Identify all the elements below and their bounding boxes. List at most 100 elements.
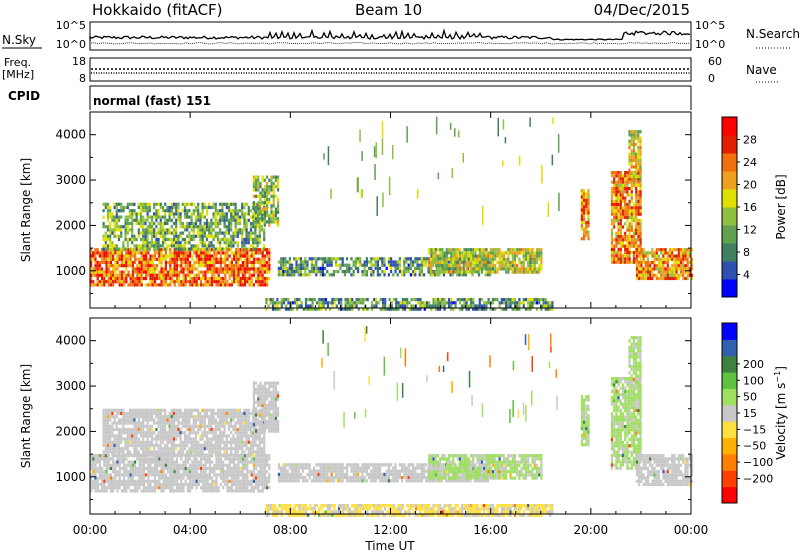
- data-cell: [644, 273, 647, 277]
- data-cell: [213, 280, 216, 284]
- data-cell: [195, 476, 198, 480]
- data-cell: [112, 276, 115, 281]
- data-cell: [120, 473, 123, 477]
- data-cell: [151, 273, 154, 277]
- data-cell: [259, 217, 262, 221]
- data-cell: [246, 473, 249, 477]
- data-cell: [206, 457, 209, 461]
- data-cell: [244, 276, 247, 281]
- data-cell: [144, 443, 147, 448]
- data-cell: [157, 212, 160, 216]
- data-cell: [274, 220, 277, 224]
- data-cell: [467, 251, 470, 255]
- data-cell: [414, 270, 417, 274]
- data-cell: [628, 203, 631, 207]
- data-cell: [124, 447, 127, 451]
- data-cell: [204, 260, 207, 265]
- data-cell: [222, 267, 225, 271]
- data-cell: [104, 244, 107, 248]
- data-cell: [215, 479, 218, 483]
- data-cell: [145, 260, 148, 265]
- data-cell: [256, 244, 259, 248]
- data-cell: [246, 276, 249, 281]
- data-cell: [109, 257, 112, 261]
- data-cell: [90, 267, 93, 271]
- data-cell: [635, 206, 638, 210]
- data-cell: [476, 304, 479, 308]
- data-cell: [613, 177, 616, 181]
- data-cell: [211, 280, 214, 284]
- data-cell: [531, 304, 534, 308]
- data-cell: [219, 247, 222, 251]
- data-cell: [146, 450, 149, 454]
- data-cell: [109, 248, 112, 252]
- data-cell: [375, 301, 378, 305]
- data-cell: [104, 411, 107, 416]
- data-cell: [208, 470, 211, 474]
- data-cell: [205, 205, 209, 210]
- data-cell: [211, 486, 214, 490]
- data-cell: [474, 254, 477, 258]
- data-cell: [615, 231, 618, 235]
- data-cell: [142, 443, 145, 448]
- data-cell: [628, 228, 631, 232]
- data-cell: [133, 424, 136, 428]
- data-cell: [668, 248, 672, 252]
- data-cell: [118, 457, 121, 461]
- data-cell: [642, 257, 645, 261]
- data-cell: [186, 273, 189, 277]
- data-cell: [628, 180, 631, 184]
- data-cell: [138, 463, 141, 467]
- data-cell: [111, 215, 114, 219]
- data-cell: [225, 218, 228, 222]
- data-cell: [111, 431, 114, 435]
- data-cell: [243, 241, 246, 245]
- data-cell: [245, 212, 248, 216]
- data-cell: [436, 307, 440, 311]
- data-cell: [246, 457, 249, 461]
- data-cell: [420, 257, 423, 261]
- data-cell: [120, 234, 123, 238]
- data-cell: [447, 260, 450, 264]
- data-cell: [617, 203, 620, 207]
- data-cell: [630, 260, 633, 264]
- data-cell: [423, 273, 426, 277]
- data-cell: [224, 482, 227, 487]
- data-cell: [164, 257, 167, 261]
- data-cell: [266, 185, 269, 189]
- data-cell: [134, 254, 137, 258]
- data-cell: [213, 482, 216, 487]
- data-cell: [178, 463, 181, 467]
- data-cell: [109, 276, 112, 281]
- data-cell: [202, 248, 205, 252]
- data-cell: [117, 418, 121, 422]
- data-cell: [131, 264, 134, 268]
- data-cell: [483, 307, 486, 311]
- data-cell: [223, 234, 226, 238]
- data-cell: [162, 486, 165, 490]
- data-cell: [186, 202, 189, 206]
- data-cell: [357, 266, 360, 270]
- data-cell: [245, 247, 248, 251]
- data-cell: [139, 415, 143, 419]
- data-cell: [376, 263, 379, 267]
- data-cell: [387, 263, 390, 267]
- data-cell: [409, 257, 412, 261]
- data-cell: [524, 257, 528, 261]
- data-cell: [191, 254, 194, 258]
- data-cell: [142, 221, 145, 226]
- data-cell: [383, 257, 386, 261]
- data-cell: [419, 298, 422, 302]
- data-cell: [288, 257, 291, 261]
- data-cell: [92, 473, 95, 477]
- data-cell: [137, 424, 140, 428]
- data-cell: [476, 264, 479, 268]
- data-cell: [272, 194, 275, 198]
- data-cell: [655, 273, 658, 277]
- data-cell: [266, 457, 269, 461]
- data-cell: [151, 270, 154, 274]
- data-cell: [398, 270, 401, 274]
- data-cell: [135, 431, 138, 435]
- data-cell: [126, 427, 129, 432]
